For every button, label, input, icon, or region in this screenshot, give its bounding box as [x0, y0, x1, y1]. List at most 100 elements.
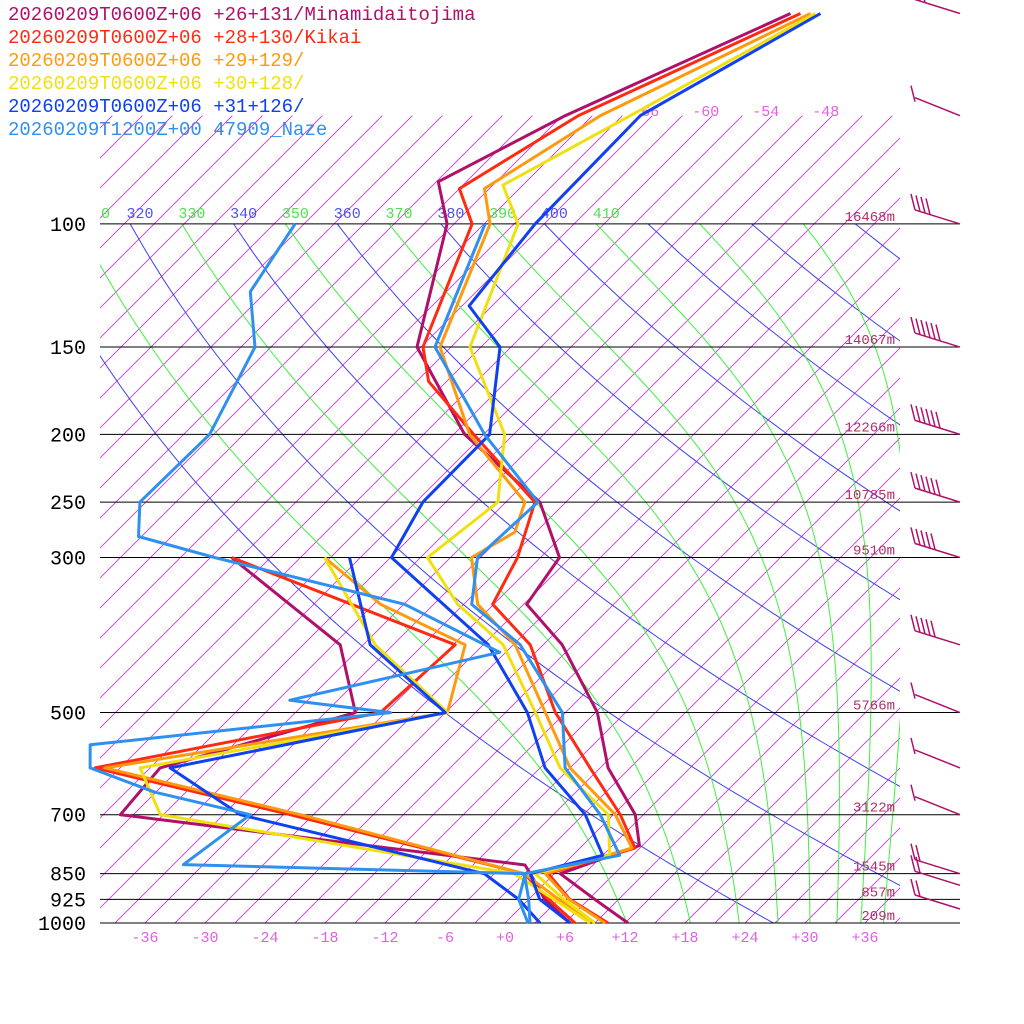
isotherm-line	[264, 287, 900, 923]
pressure-label: 100	[50, 215, 86, 238]
wind-barb-staff	[914, 332, 961, 348]
isotherm-line	[100, 115, 503, 519]
wind-barb	[910, 471, 961, 503]
isotherm-line	[100, 115, 803, 819]
wind-barb-feather	[925, 531, 931, 549]
wind-barb-staff	[914, 630, 961, 646]
isotherm-line	[594, 617, 900, 923]
wind-barb-feather	[925, 198, 931, 215]
wind-barb	[910, 784, 961, 816]
isotherm-line	[100, 115, 263, 279]
pressure-label: 700	[50, 806, 86, 829]
isotherm-line	[100, 115, 833, 849]
theta-label: 320	[127, 206, 154, 223]
isotherm-line	[534, 557, 900, 923]
x-tick-label: -6	[436, 930, 454, 947]
isotherm-line	[564, 587, 900, 923]
isotherm-line	[100, 115, 293, 309]
pressure-label: 1000	[38, 914, 86, 937]
wind-barb-feather	[920, 617, 926, 634]
wind-barb-feather	[920, 407, 926, 424]
dewpoint-line-47909naze	[88, 223, 530, 924]
pressure-label: 850	[50, 865, 86, 888]
pressure-label: 150	[50, 338, 86, 361]
isotherm-line	[654, 677, 900, 923]
wind-barb-feather	[930, 322, 936, 340]
legend-entry: 20260209T0600Z+06 +28+130/Kikai	[8, 27, 362, 49]
pressure-label: 250	[50, 493, 86, 516]
isotherm-line	[100, 115, 863, 879]
wind-barb-feather	[925, 321, 931, 338]
height-label: 857m	[861, 885, 895, 901]
wind-barb-feather	[910, 85, 916, 102]
isotherm-line	[684, 707, 900, 923]
legend-entry: 20260209T0600Z+06 +30+128/	[8, 73, 305, 95]
moist-adiabat-line	[595, 223, 840, 923]
isotherm-line	[144, 167, 900, 923]
legend-entry: 20260209T1200Z+00 47909_Naze	[8, 119, 328, 141]
wind-barb-feather	[935, 324, 941, 341]
theta-label: 330	[178, 206, 205, 223]
wind-barb-feather	[910, 843, 916, 860]
wind-barb	[910, 316, 961, 348]
x-tick-label: +36	[851, 930, 878, 947]
wind-barb-feather	[910, 471, 916, 489]
isotherm-line	[100, 115, 323, 339]
wind-barb-staff	[914, 749, 961, 769]
wind-barb-feather	[915, 856, 921, 874]
wind-barb	[910, 843, 961, 875]
x-tick-label: -18	[311, 930, 338, 947]
wind-barb	[910, 193, 961, 225]
wind-barb-feather	[910, 316, 916, 334]
wind-barb-feather	[930, 477, 936, 495]
x-tick-label: -36	[131, 930, 158, 947]
height-label: 12266m	[845, 420, 895, 436]
isotherm-line	[100, 115, 443, 459]
isotherm-line	[354, 377, 900, 923]
pressure-label: 925	[50, 890, 86, 913]
height-label: 9510m	[853, 543, 895, 559]
isotherm-line	[624, 647, 900, 923]
wind-barb-feather	[915, 844, 921, 862]
isotherm-line	[100, 115, 203, 219]
wind-barb	[910, 682, 961, 714]
isotherm-line	[384, 407, 900, 923]
dry-adiabat-line	[959, 224, 1024, 923]
wind-barb-feather	[915, 616, 921, 633]
x-tick-label: +6	[556, 930, 574, 947]
wind-barb-feather	[910, 878, 916, 896]
isotherm-line	[174, 197, 900, 923]
moist-adiabat-line	[699, 223, 872, 923]
theta-label: 380	[437, 206, 464, 223]
isotherm-line	[925, 116, 1024, 923]
legend-entry: 20260209T0600Z+06 +26+131/Minamidaitojim…	[8, 4, 476, 26]
isotherm-line	[804, 827, 900, 923]
isotherm-line	[100, 115, 593, 609]
wind-barb-feather	[910, 855, 916, 872]
pressure-label: 200	[50, 425, 86, 448]
wind-barb-feather	[925, 476, 931, 493]
isotherm-line	[100, 115, 563, 579]
wind-barb	[910, 85, 961, 117]
height-label: 14067m	[845, 333, 895, 349]
wind-barb	[910, 737, 961, 769]
wind-barb-staff	[914, 870, 961, 887]
isotherm-label: -60	[692, 104, 719, 121]
wind-barb	[910, 855, 961, 887]
wind-barb-feather	[935, 411, 941, 429]
wind-barb-staff	[914, 209, 961, 225]
height-label: 5766m	[853, 699, 895, 715]
x-tick-label: +24	[731, 930, 758, 947]
wind-barb-feather	[915, 195, 921, 212]
x-tick-label: -12	[371, 930, 398, 947]
legend: 20260209T0600Z+06 +26+131/Minamidaitojim…	[8, 4, 475, 142]
wind-barbs	[910, 0, 961, 910]
dry-adiabat-line	[854, 223, 900, 260]
wind-barb-feather	[910, 404, 916, 421]
wind-barb-feather	[915, 405, 921, 423]
wind-barb-feather	[915, 473, 921, 490]
isotherm-line	[0, 116, 52, 923]
height-label: 10785m	[845, 488, 895, 504]
isotherm-line	[894, 917, 900, 923]
dry-adiabat-line	[336, 223, 900, 692]
